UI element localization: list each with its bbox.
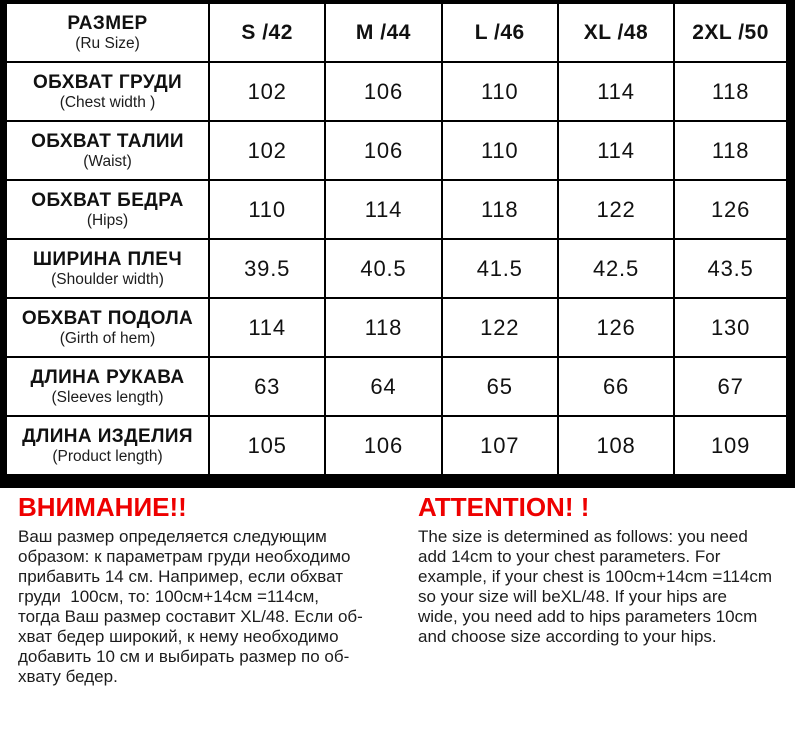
table-cell: 40.5 [324,238,443,299]
table-row-chest: ОБХВАТ ГРУДИ (Chest width ) 102 106 110 … [2,61,792,122]
table-row-hem: ОБХВАТ ПОДОЛА (Girth of hem) 114 118 122… [2,297,792,358]
table-cell: 114 [556,61,676,122]
row-label-en: (Sleeves length) [51,388,164,406]
table-cell: 114 [324,179,443,240]
note-russian: ВНИМАНИЕ!! Ваш размер определяется следу… [18,493,402,687]
table-cell: 118 [440,179,559,240]
table-cell: 64 [324,356,443,417]
row-header-product-length: ДЛИНА ИЗДЕЛИЯ (Product length) [2,415,211,482]
size-header-label-en: (Ru Size) [75,34,140,52]
table-cell: 110 [208,179,327,240]
size-table: РАЗМЕР (Ru Size) S /42 M /44 L /46 XL /4… [0,0,795,488]
row-label-ru: ОБХВАТ ТАЛИИ [31,130,184,152]
row-header-chest: ОБХВАТ ГРУДИ (Chest width ) [2,61,211,122]
table-cell: 114 [208,297,327,358]
table-row-shoulder: ШИРИНА ПЛЕЧ (Shoulder width) 39.5 40.5 4… [2,238,792,299]
table-cell: 114 [556,120,676,181]
table-cell: 106 [324,120,443,181]
row-label-en: (Hips) [86,211,129,229]
note-english-heading: ATTENTION! ! [418,492,590,522]
table-cell: 42.5 [556,238,676,299]
table-cell: 109 [673,415,792,482]
note-english: ATTENTION! ! The size is determined as f… [418,493,795,647]
row-header-waist: ОБХВАТ ТАЛИИ (Waist) [2,120,211,181]
row-label-ru: ОБХВАТ ГРУДИ [32,71,183,93]
table-cell: 63 [208,356,327,417]
table-cell: 102 [208,61,327,122]
table-cell: 66 [556,356,676,417]
table-cell: 122 [440,297,559,358]
table-cell: 118 [673,61,792,122]
table-cell: 107 [440,415,559,482]
table-cell: 108 [556,415,676,482]
table-cell: 126 [556,297,676,358]
table-cell: 43.5 [673,238,792,299]
row-label-en: (Waist) [83,152,132,170]
table-row-hips: ОБХВАТ БЕДРА (Hips) 110 114 118 122 126 [2,179,792,240]
column-header-l46: L /46 [440,1,559,63]
row-header-hem: ОБХВАТ ПОДОЛА (Girth of hem) [2,297,211,358]
table-cell: 106 [324,415,443,482]
column-header-s42: S /42 [208,1,327,63]
row-header-sleeves: ДЛИНА РУКАВА (Sleeves length) [2,356,211,417]
note-english-body: The size is determined as follows: you n… [418,527,773,646]
table-cell: 122 [556,179,676,240]
row-label-ru: ШИРИНА ПЛЕЧ [32,248,183,270]
row-label-en: (Product length) [52,447,163,465]
row-label-ru: ОБХВАТ ПОДОЛА [21,307,194,329]
table-cell: 110 [440,120,559,181]
table-cell: 102 [208,120,327,181]
row-label-ru: ОБХВАТ БЕДРА [31,189,184,211]
row-label-en: (Shoulder width) [51,270,164,288]
row-label-en: (Chest width ) [59,93,156,111]
row-label-ru: ДЛИНА РУКАВА [30,366,185,388]
column-header-xl48: XL /48 [556,1,676,63]
table-cell: 67 [673,356,792,417]
table-cell: 65 [440,356,559,417]
row-header-shoulder: ШИРИНА ПЛЕЧ (Shoulder width) [2,238,211,299]
table-row-waist: ОБХВАТ ТАЛИИ (Waist) 102 106 110 114 118 [2,120,792,181]
table-cell: 118 [324,297,443,358]
table-cell: 105 [208,415,327,482]
note-russian-body: Ваш размер определяется следующим образо… [18,527,363,686]
column-header-m44: M /44 [324,1,443,63]
size-header-label-ru: РАЗМЕР [67,12,148,34]
table-cell: 126 [673,179,792,240]
table-cell: 41.5 [440,238,559,299]
table-cell: 110 [440,61,559,122]
notes-section: ВНИМАНИЕ!! Ваш размер определяется следу… [0,488,800,687]
table-header-row: РАЗМЕР (Ru Size) S /42 M /44 L /46 XL /4… [2,1,792,63]
row-header-hips: ОБХВАТ БЕДРА (Hips) [2,179,211,240]
row-label-en: (Girth of hem) [59,329,156,347]
table-row-product-length: ДЛИНА ИЗДЕЛИЯ (Product length) 105 106 1… [2,415,792,482]
table-row-sleeves: ДЛИНА РУКАВА (Sleeves length) 63 64 65 6… [2,356,792,417]
table-cell: 106 [324,61,443,122]
column-header-2xl50: 2XL /50 [673,1,792,63]
note-russian-heading: ВНИМАНИЕ!! [18,492,187,522]
row-label-ru: ДЛИНА ИЗДЕЛИЯ [22,425,193,447]
table-cell: 130 [673,297,792,358]
size-header-cell: РАЗМЕР (Ru Size) [2,1,211,63]
table-cell: 118 [673,120,792,181]
table-cell: 39.5 [208,238,327,299]
